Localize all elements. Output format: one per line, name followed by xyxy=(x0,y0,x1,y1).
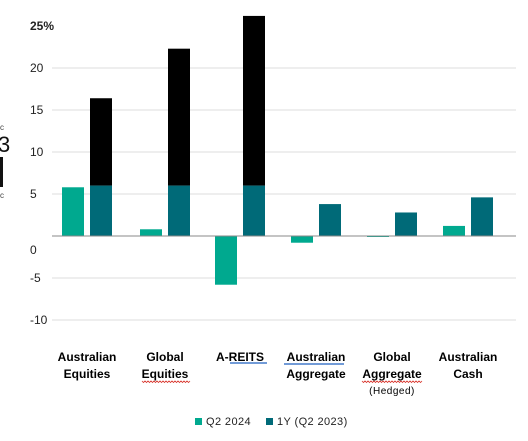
category-label-line2: Aggregate xyxy=(286,367,346,381)
category-label-line2: Equities xyxy=(142,367,189,381)
bar-1y xyxy=(319,204,341,236)
side-fragment: c 3 c xyxy=(0,123,10,200)
y-tick-label: -10 xyxy=(30,313,48,327)
bar-q2-2024 xyxy=(140,229,162,236)
y-axis-ticks: 25% 20 15 10 5 0 -5 -10 xyxy=(30,19,54,327)
bar-1y-upper xyxy=(90,98,112,186)
bar-1y xyxy=(471,197,493,236)
legend-label: 1Y (Q2 2023) xyxy=(277,416,348,428)
legend: Q2 2024 1Y (Q2 2023) xyxy=(195,416,348,428)
category-labels: Australian Equities Global Equities A-REITS A… xyxy=(58,350,498,397)
y-tick-label: 0 xyxy=(30,243,37,257)
side-fragment-small-bottom: c xyxy=(0,191,4,200)
category-label-line2: Aggregate xyxy=(362,367,422,381)
category-label-line2: Cash xyxy=(453,367,482,381)
side-fragment-small-top: c xyxy=(0,123,4,132)
bar-1y xyxy=(90,185,112,236)
legend-swatch xyxy=(195,418,202,425)
bar-1y-upper xyxy=(168,48,190,186)
y-tick-label: -5 xyxy=(30,271,41,285)
category-label-line1: Australian xyxy=(287,350,346,364)
category-label-line1: Australian xyxy=(439,350,498,364)
bar-q2-2024 xyxy=(443,225,465,236)
spellcheck-squiggle xyxy=(141,380,191,384)
label-decorations xyxy=(141,362,423,384)
bar-q2-2024 xyxy=(215,236,237,285)
category-label-line2: Equities xyxy=(64,367,111,381)
bar-1y xyxy=(395,212,417,236)
y-tick-label: 5 xyxy=(30,187,37,201)
bar-1y-upper xyxy=(243,15,265,186)
legend-swatch xyxy=(266,418,273,425)
category-label-line3: (Hedged) xyxy=(369,386,415,397)
category-label-line1: Global xyxy=(146,350,183,364)
side-fragment-bar xyxy=(0,157,3,187)
category-label-line1: Australian xyxy=(58,350,117,364)
bar-q2-2024 xyxy=(291,236,313,243)
y-tick-label: 10 xyxy=(30,145,44,159)
category-label-line1: Global xyxy=(373,350,410,364)
side-fragment-big: 3 xyxy=(0,132,10,157)
gridlines xyxy=(52,67,516,321)
y-tick-label: 25% xyxy=(30,19,54,33)
spellcheck-squiggle xyxy=(361,380,423,384)
category-label-line1: A-REITS xyxy=(216,350,264,364)
y-tick-label: 15 xyxy=(30,103,44,117)
bar-q2-2024 xyxy=(62,187,84,236)
bar-1y xyxy=(243,185,265,236)
bars xyxy=(62,15,493,285)
bar-1y xyxy=(168,185,190,236)
y-tick-label: 20 xyxy=(30,61,44,75)
legend-label: Q2 2024 xyxy=(206,416,251,428)
